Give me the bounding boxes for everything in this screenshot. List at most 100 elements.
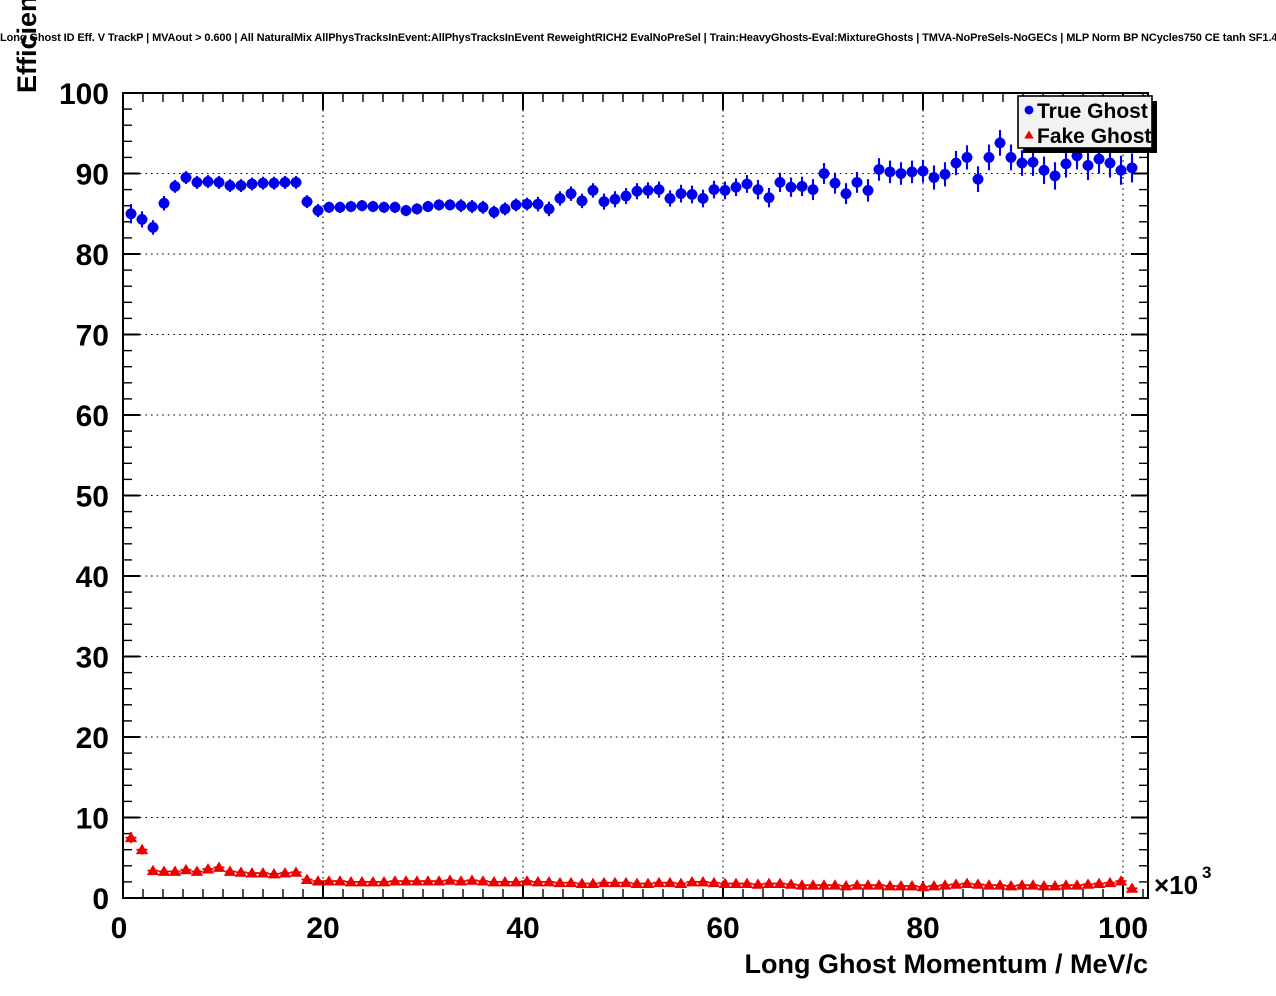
data-point-marker bbox=[839, 880, 853, 891]
data-point-marker bbox=[851, 176, 863, 188]
data-point-marker bbox=[1114, 875, 1128, 886]
data-point-marker bbox=[894, 880, 908, 891]
data-point-marker bbox=[751, 878, 765, 889]
data-point-marker bbox=[267, 867, 281, 879]
axes bbox=[122, 92, 1149, 899]
y-tick-label: 10 bbox=[76, 803, 109, 836]
data-point-marker bbox=[399, 875, 413, 886]
data-point-marker bbox=[311, 875, 325, 886]
data-point-marker bbox=[421, 875, 435, 886]
legend-entry-label: True Ghost bbox=[1037, 100, 1148, 123]
data-point-marker bbox=[334, 201, 346, 213]
data-point-marker bbox=[245, 867, 259, 878]
data-point-marker bbox=[410, 875, 424, 886]
data-point-marker bbox=[333, 875, 347, 886]
data-point-marker bbox=[520, 875, 534, 886]
y-tick-label: 20 bbox=[76, 722, 109, 755]
axis-labels: 0 10 20 30 40 50 60 70 80 90 100 20 40 60 80 100 0 ×10 3 Lo… bbox=[12, 0, 1211, 979]
data-point-marker bbox=[256, 867, 270, 878]
data-point-marker bbox=[223, 865, 237, 876]
data-point-marker bbox=[1070, 879, 1084, 890]
data-point-marker bbox=[201, 863, 215, 874]
gridlines bbox=[123, 93, 1148, 898]
data-point-marker bbox=[950, 157, 962, 169]
data-point-marker bbox=[542, 876, 556, 887]
data-point-marker bbox=[532, 198, 544, 210]
data-point-marker bbox=[917, 165, 929, 177]
data-point-marker bbox=[928, 172, 940, 183]
data-point-marker bbox=[1081, 878, 1095, 889]
y-tick-label: 0 bbox=[92, 883, 109, 916]
data-point-marker bbox=[861, 879, 875, 890]
x-tick-label: 100 bbox=[1098, 912, 1148, 945]
legend-box[interactable] bbox=[1017, 95, 1153, 149]
data-point-marker bbox=[1103, 876, 1117, 888]
data-point-marker bbox=[653, 184, 665, 196]
y-tick-label: 100 bbox=[59, 78, 109, 111]
data-point-marker bbox=[433, 199, 445, 211]
data-point-marker bbox=[806, 879, 820, 890]
data-point-marker bbox=[1015, 879, 1029, 890]
data-point-marker bbox=[344, 876, 358, 887]
series-fake-ghost bbox=[124, 831, 1139, 893]
data-point-marker bbox=[719, 185, 731, 196]
data-point-marker bbox=[301, 196, 313, 208]
data-point-marker bbox=[1048, 880, 1062, 891]
data-point-marker bbox=[322, 875, 336, 886]
data-point-marker bbox=[224, 180, 236, 191]
data-point-marker bbox=[1093, 153, 1105, 165]
data-point-marker bbox=[135, 843, 149, 855]
y-tick-label: 60 bbox=[76, 400, 109, 433]
data-point-marker bbox=[323, 201, 335, 213]
data-point-marker bbox=[191, 176, 203, 188]
data-point-marker bbox=[521, 198, 533, 210]
data-point-marker bbox=[168, 865, 182, 876]
data-point-marker bbox=[883, 880, 897, 891]
data-point-marker bbox=[477, 201, 489, 213]
data-point-marker bbox=[1126, 162, 1138, 174]
data-point-marker bbox=[597, 876, 611, 888]
data-point-marker bbox=[498, 876, 512, 887]
x-tick-label: 40 bbox=[506, 912, 539, 945]
data-point-marker bbox=[400, 205, 412, 216]
data-point-marker bbox=[707, 876, 721, 888]
data-point-marker bbox=[817, 879, 831, 890]
data-point-marker bbox=[389, 201, 401, 213]
data-point-marker bbox=[850, 879, 864, 890]
data-point-marker bbox=[1060, 158, 1072, 170]
data-point-marker bbox=[454, 875, 468, 886]
data-point-marker bbox=[1115, 164, 1127, 176]
data-point-marker bbox=[895, 168, 907, 179]
data-point-marker bbox=[466, 201, 478, 212]
data-point-marker bbox=[795, 879, 809, 890]
data-point-marker bbox=[1049, 170, 1061, 182]
data-point-marker bbox=[696, 876, 710, 887]
data-point-marker bbox=[213, 176, 225, 188]
data-point-marker bbox=[279, 176, 291, 188]
data-point-marker bbox=[873, 164, 885, 175]
data-point-marker bbox=[609, 193, 621, 205]
data-point-marker bbox=[818, 168, 830, 179]
data-point-marker bbox=[576, 195, 588, 207]
data-point-marker bbox=[631, 185, 643, 197]
data-point-marker bbox=[345, 201, 357, 212]
data-point-marker bbox=[642, 185, 654, 196]
y-tick-label: 70 bbox=[76, 320, 109, 353]
data-point-marker bbox=[432, 875, 446, 886]
data-point-marker bbox=[906, 166, 918, 178]
data-point-marker bbox=[708, 184, 720, 196]
data-point-marker bbox=[905, 880, 919, 891]
data-point-marker bbox=[1092, 877, 1106, 888]
data-point-marker bbox=[246, 178, 258, 190]
data-point-marker bbox=[763, 192, 775, 204]
data-point-marker bbox=[741, 178, 753, 190]
data-point-marker bbox=[927, 880, 941, 891]
data-point-marker bbox=[972, 173, 984, 185]
data-point-marker bbox=[234, 866, 248, 877]
data-point-marker bbox=[455, 200, 467, 212]
data-point-marker bbox=[356, 200, 368, 212]
data-point-marker bbox=[840, 188, 852, 200]
